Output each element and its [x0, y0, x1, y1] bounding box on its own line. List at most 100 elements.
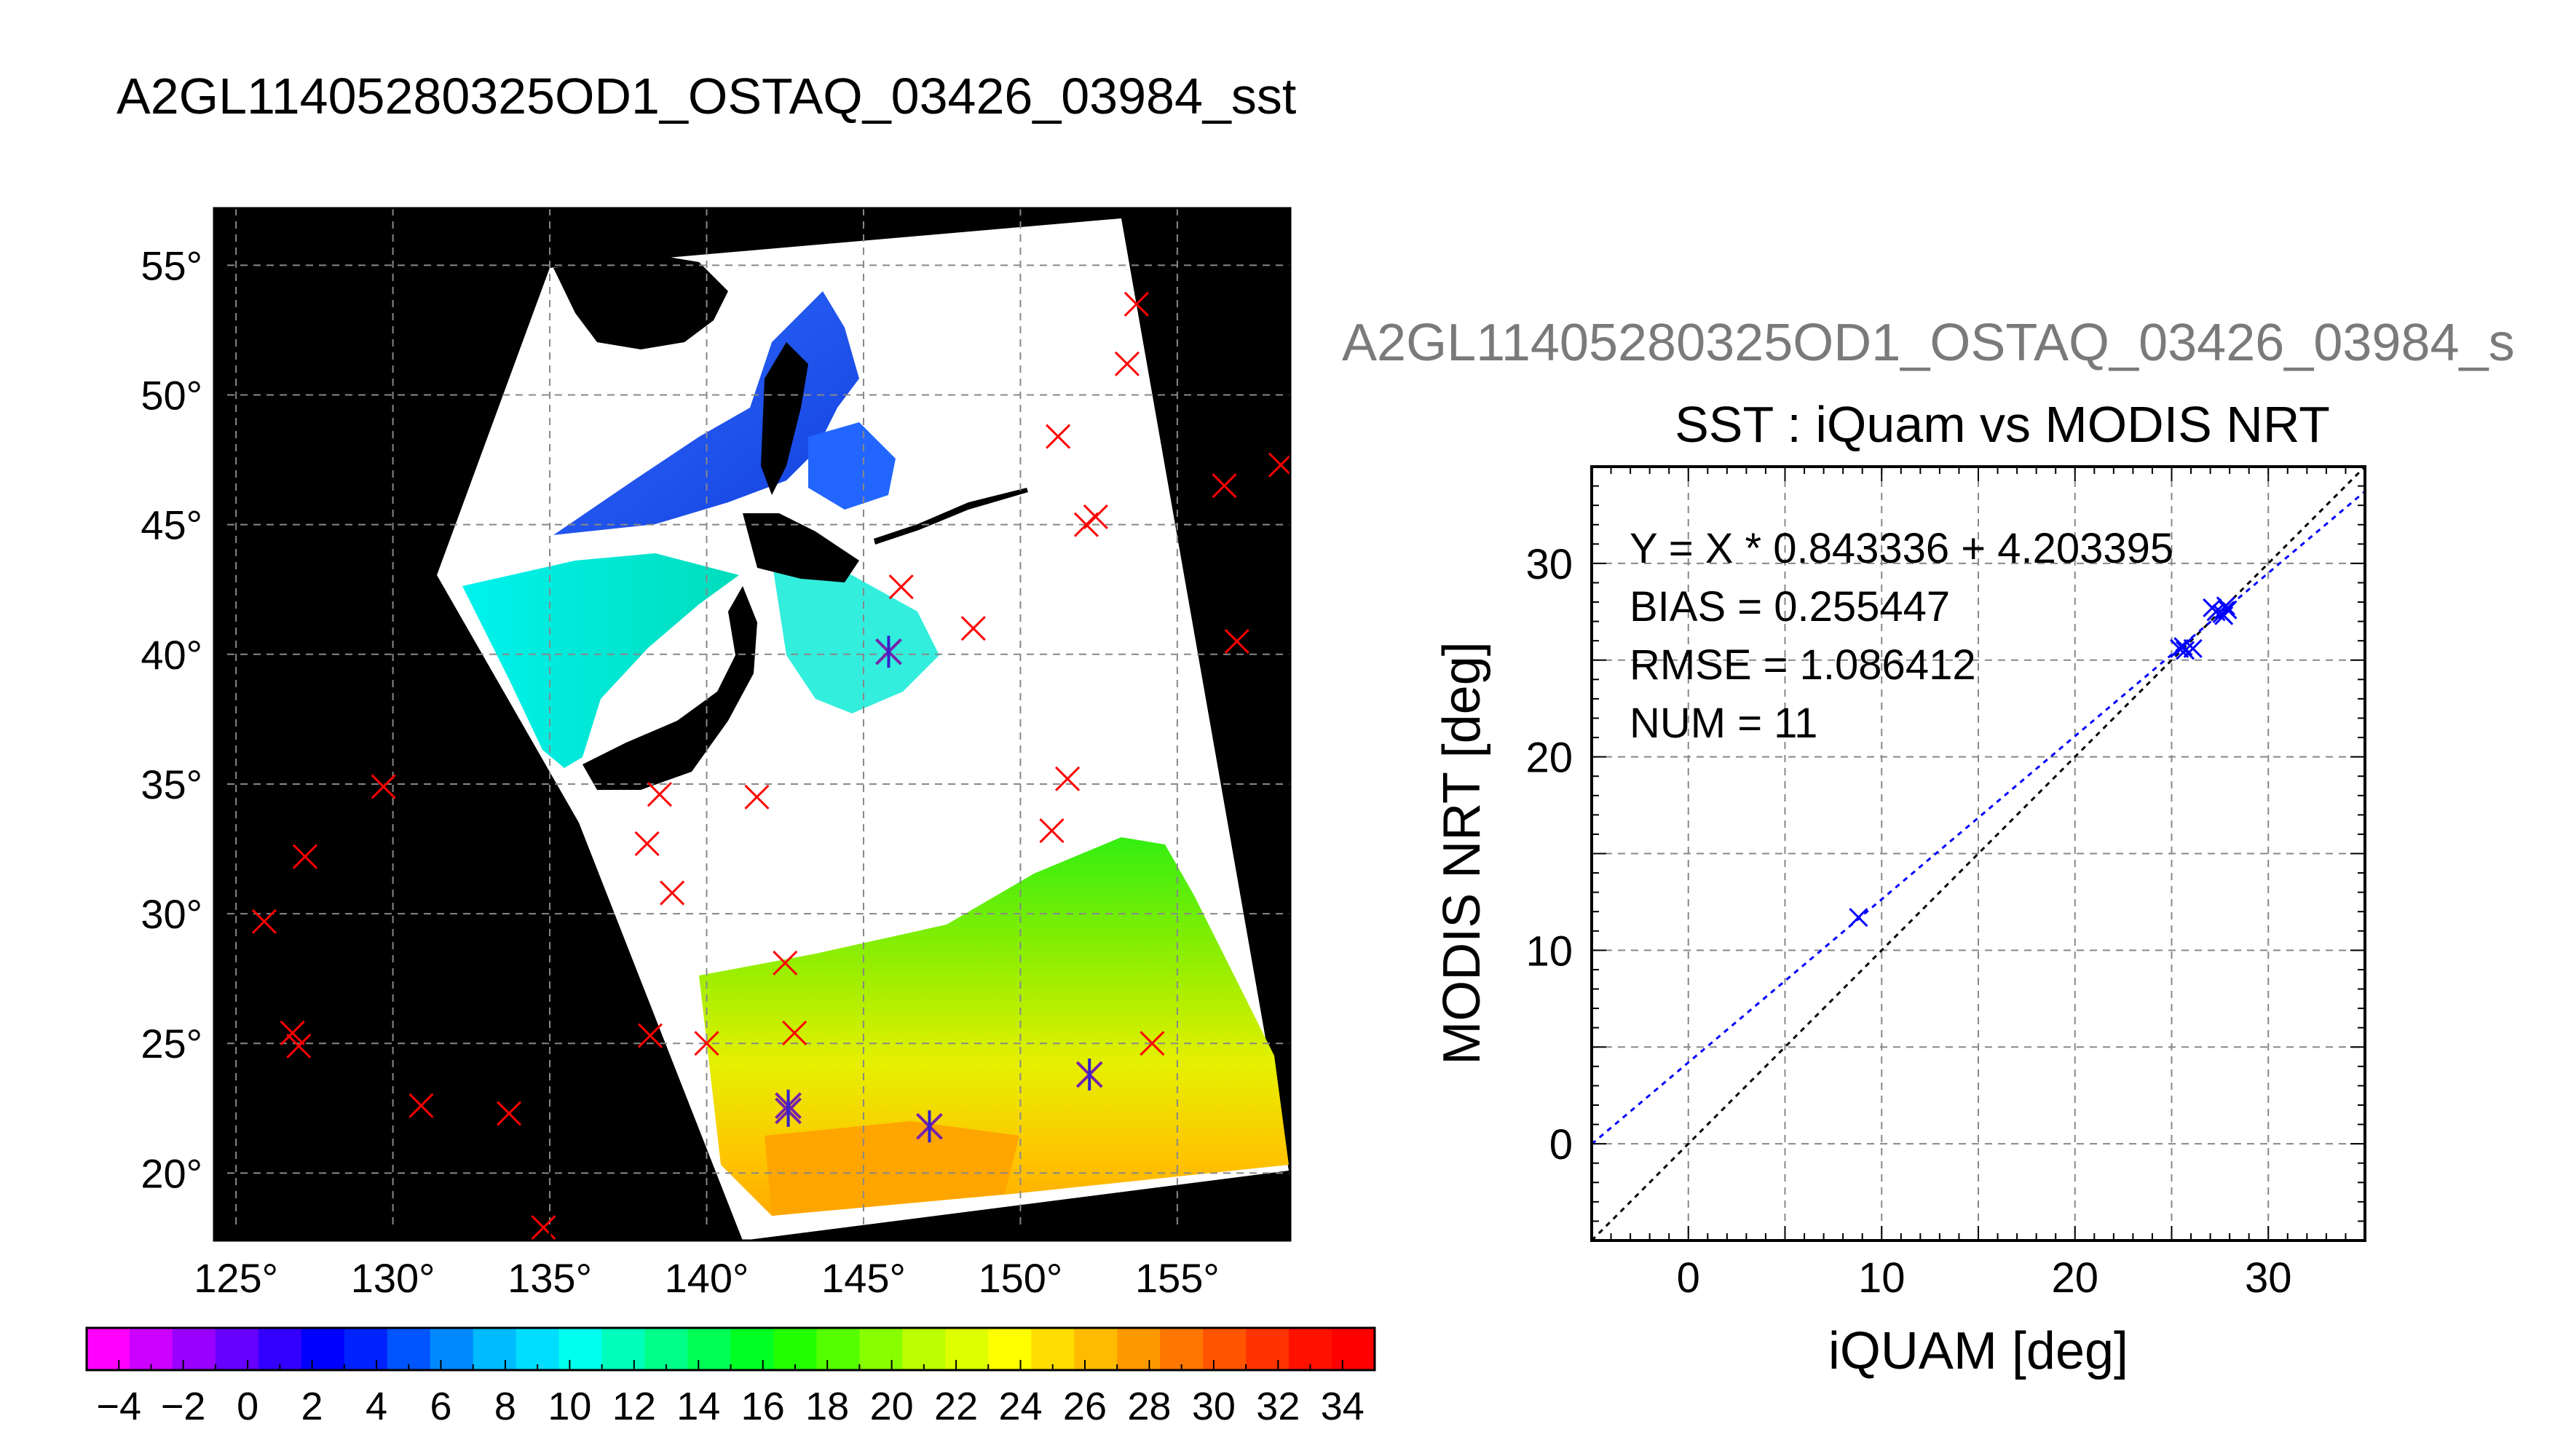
- colorbar-swatch: [1246, 1328, 1290, 1370]
- scatter-x-tick-label: 0: [1677, 1254, 1700, 1302]
- colorbar-tick-label: −2: [161, 1385, 206, 1428]
- map-frame: [213, 207, 1292, 1242]
- colorbar-swatch: [1031, 1328, 1075, 1370]
- insitu-point: [647, 782, 672, 807]
- colorbar-swatch: [859, 1328, 903, 1370]
- map-y-tick-label: 45°: [141, 502, 202, 548]
- insitu-point: [496, 1101, 522, 1126]
- insitu-point: [773, 950, 798, 976]
- insitu-point: [637, 1023, 663, 1048]
- scatter-y-tick-label: 0: [1549, 1121, 1573, 1168]
- scatter-y-tick-label: 30: [1525, 541, 1573, 588]
- map-grid: [214, 208, 1290, 1241]
- scatter-point: [2176, 641, 2195, 660]
- map-y-tick-label: 55°: [141, 242, 202, 288]
- main-title: A2GL11405280325OD1_OSTAQ_03426_03984_sst: [117, 68, 1297, 124]
- scatter-point: [2183, 638, 2203, 658]
- insitu-point: [280, 1020, 305, 1046]
- colorbar-swatch: [430, 1328, 474, 1370]
- matchup-point: [775, 1094, 802, 1127]
- scatter-annotations: Y = X * 0.843336 + 4.203395 BIAS = 0.255…: [1630, 525, 2173, 747]
- insitu-point: [286, 1033, 312, 1059]
- land-japan-hokkaido: [743, 513, 859, 582]
- land-sakhalin: [761, 342, 808, 495]
- map-y-tick-label: 30°: [141, 891, 202, 937]
- insitu-point: [531, 1215, 556, 1241]
- colorbar-tick-label: 20: [870, 1385, 914, 1428]
- scatter-grid: [1592, 467, 2365, 1241]
- colorbar-swatch: [601, 1328, 646, 1370]
- colorbar-swatch: [1203, 1328, 1247, 1370]
- sst-map-panel: 125° 130° 135° 140° 145° 150° 155° 20° 25° 30° 35°…: [85, 207, 1376, 1428]
- insitu-point: [1140, 1031, 1165, 1056]
- map-x-tick-label: 145°: [821, 1255, 906, 1301]
- sst-colorbar: −4 −2 0 2 4 6 8 10 12 14 16 18 20 22 24 26 28 30 32 34: [85, 1326, 1376, 1428]
- colorbar-swatch: [1074, 1328, 1118, 1370]
- insitu-point: [782, 1020, 807, 1046]
- scatter-x-tick-label: 10: [1858, 1254, 1906, 1302]
- regression-equation: Y = X * 0.843336 + 4.203395: [1630, 525, 2173, 572]
- insitu-point: [694, 1031, 719, 1056]
- scatter-point: [2218, 600, 2238, 620]
- insitu-point: [634, 831, 660, 856]
- sst-region-okhotsk: [808, 422, 896, 510]
- land-mainland-north: [553, 255, 728, 349]
- colorbar-swatch: [258, 1328, 302, 1370]
- colorbar-swatch: [387, 1328, 431, 1370]
- map-x-tick-label: 155°: [1135, 1255, 1220, 1301]
- colorbar-swatch: [129, 1328, 173, 1370]
- scatter-x-tick-label: 30: [2245, 1254, 2292, 1302]
- insitu-point: [408, 1093, 434, 1118]
- scatter-plot-title: SST : iQuam vs MODIS NRT: [1675, 396, 2330, 453]
- map-y-tick-label: 50°: [141, 373, 202, 419]
- colorbar-tick-label: 16: [741, 1385, 785, 1428]
- insitu-point: [1083, 504, 1108, 530]
- sst-region-south: [699, 837, 1289, 1216]
- insitu-point: [292, 844, 318, 869]
- sst-region-south-orange: [765, 1121, 1019, 1216]
- map-y-tick-label: 35°: [141, 761, 202, 807]
- colorbar-swatch: [988, 1328, 1032, 1370]
- scatter-point: [1849, 908, 1868, 927]
- insitu-point: [1114, 351, 1140, 376]
- land-kurils: [874, 488, 1028, 545]
- colorbar-tick-label: 26: [1063, 1385, 1107, 1428]
- colorbar-swatch: [87, 1328, 130, 1370]
- colorbar-swatch: [172, 1328, 216, 1370]
- scatter-header-title: A2GL11405280325OD1_OSTAQ_03426_03984_s: [1342, 314, 2515, 372]
- matchup-point: [1075, 1058, 1103, 1091]
- colorbar-swatch: [773, 1328, 817, 1370]
- colorbar-swatch: [730, 1328, 774, 1370]
- insitu-point: [660, 880, 685, 906]
- map-x-tick-label: 150°: [979, 1255, 1063, 1301]
- colorbar-swatch: [687, 1328, 731, 1370]
- colorbar-tick-label: 24: [998, 1385, 1042, 1428]
- insitu-point: [1046, 424, 1071, 449]
- matchup-point: [875, 636, 902, 668]
- colorbar-tick-label: 2: [301, 1385, 323, 1428]
- colorbar-swatch: [558, 1328, 603, 1370]
- insitu-point: [1224, 628, 1249, 654]
- insitu-point: [371, 774, 396, 799]
- map-y-tick-label: 40°: [141, 632, 202, 678]
- map-y-tick-label: 25°: [141, 1021, 202, 1067]
- colorbar-swatch: [215, 1328, 259, 1370]
- colorbar-tick-label: 34: [1321, 1385, 1365, 1428]
- colorbar-swatch: [344, 1328, 388, 1370]
- scatter-y-tick-label: 20: [1525, 735, 1573, 782]
- insitu-point: [888, 574, 914, 600]
- colorbar-swatch: [301, 1328, 345, 1370]
- colorbar-swatch: [1289, 1328, 1332, 1370]
- matchup-point: [916, 1110, 943, 1143]
- bias-stat: BIAS = 0.255447: [1630, 583, 1950, 630]
- map-points: [251, 291, 1290, 1241]
- insitu-point: [1073, 512, 1099, 537]
- insitu-point: [251, 909, 277, 934]
- scatter-ticks: 0 10 20 30 0 10 20 30: [1525, 466, 2366, 1302]
- identity-line: [1592, 467, 2365, 1241]
- colorbar-tick-label: 4: [366, 1385, 387, 1428]
- scatter-points: [1849, 596, 2238, 927]
- scatter-point: [2170, 638, 2189, 658]
- map-x-tick-label: 130°: [351, 1255, 435, 1301]
